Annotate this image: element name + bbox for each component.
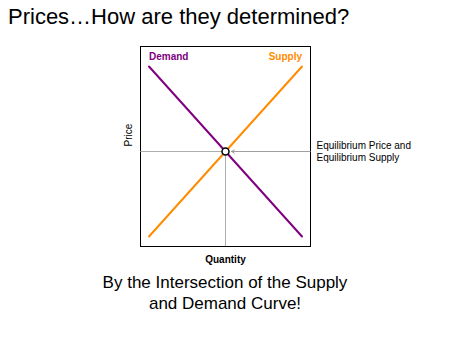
svg-text:Supply: Supply — [269, 51, 303, 62]
svg-text:Equilibrium Price andEquilibri: Equilibrium Price andEquilibrium Supply — [317, 140, 412, 163]
svg-text:Demand: Demand — [149, 51, 188, 62]
html-text:and Demand Curve!: and Demand Curve! — [148, 294, 302, 313]
svg-text:Price: Price — [123, 123, 134, 146]
html-text:By the Intersection of the Sup: By the Intersection of the Supply — [102, 273, 348, 292]
svg-text:Quantity: Quantity — [205, 254, 246, 265]
html-text:Prices…How are they determined: Prices…How are they determined? — [8, 4, 350, 29]
